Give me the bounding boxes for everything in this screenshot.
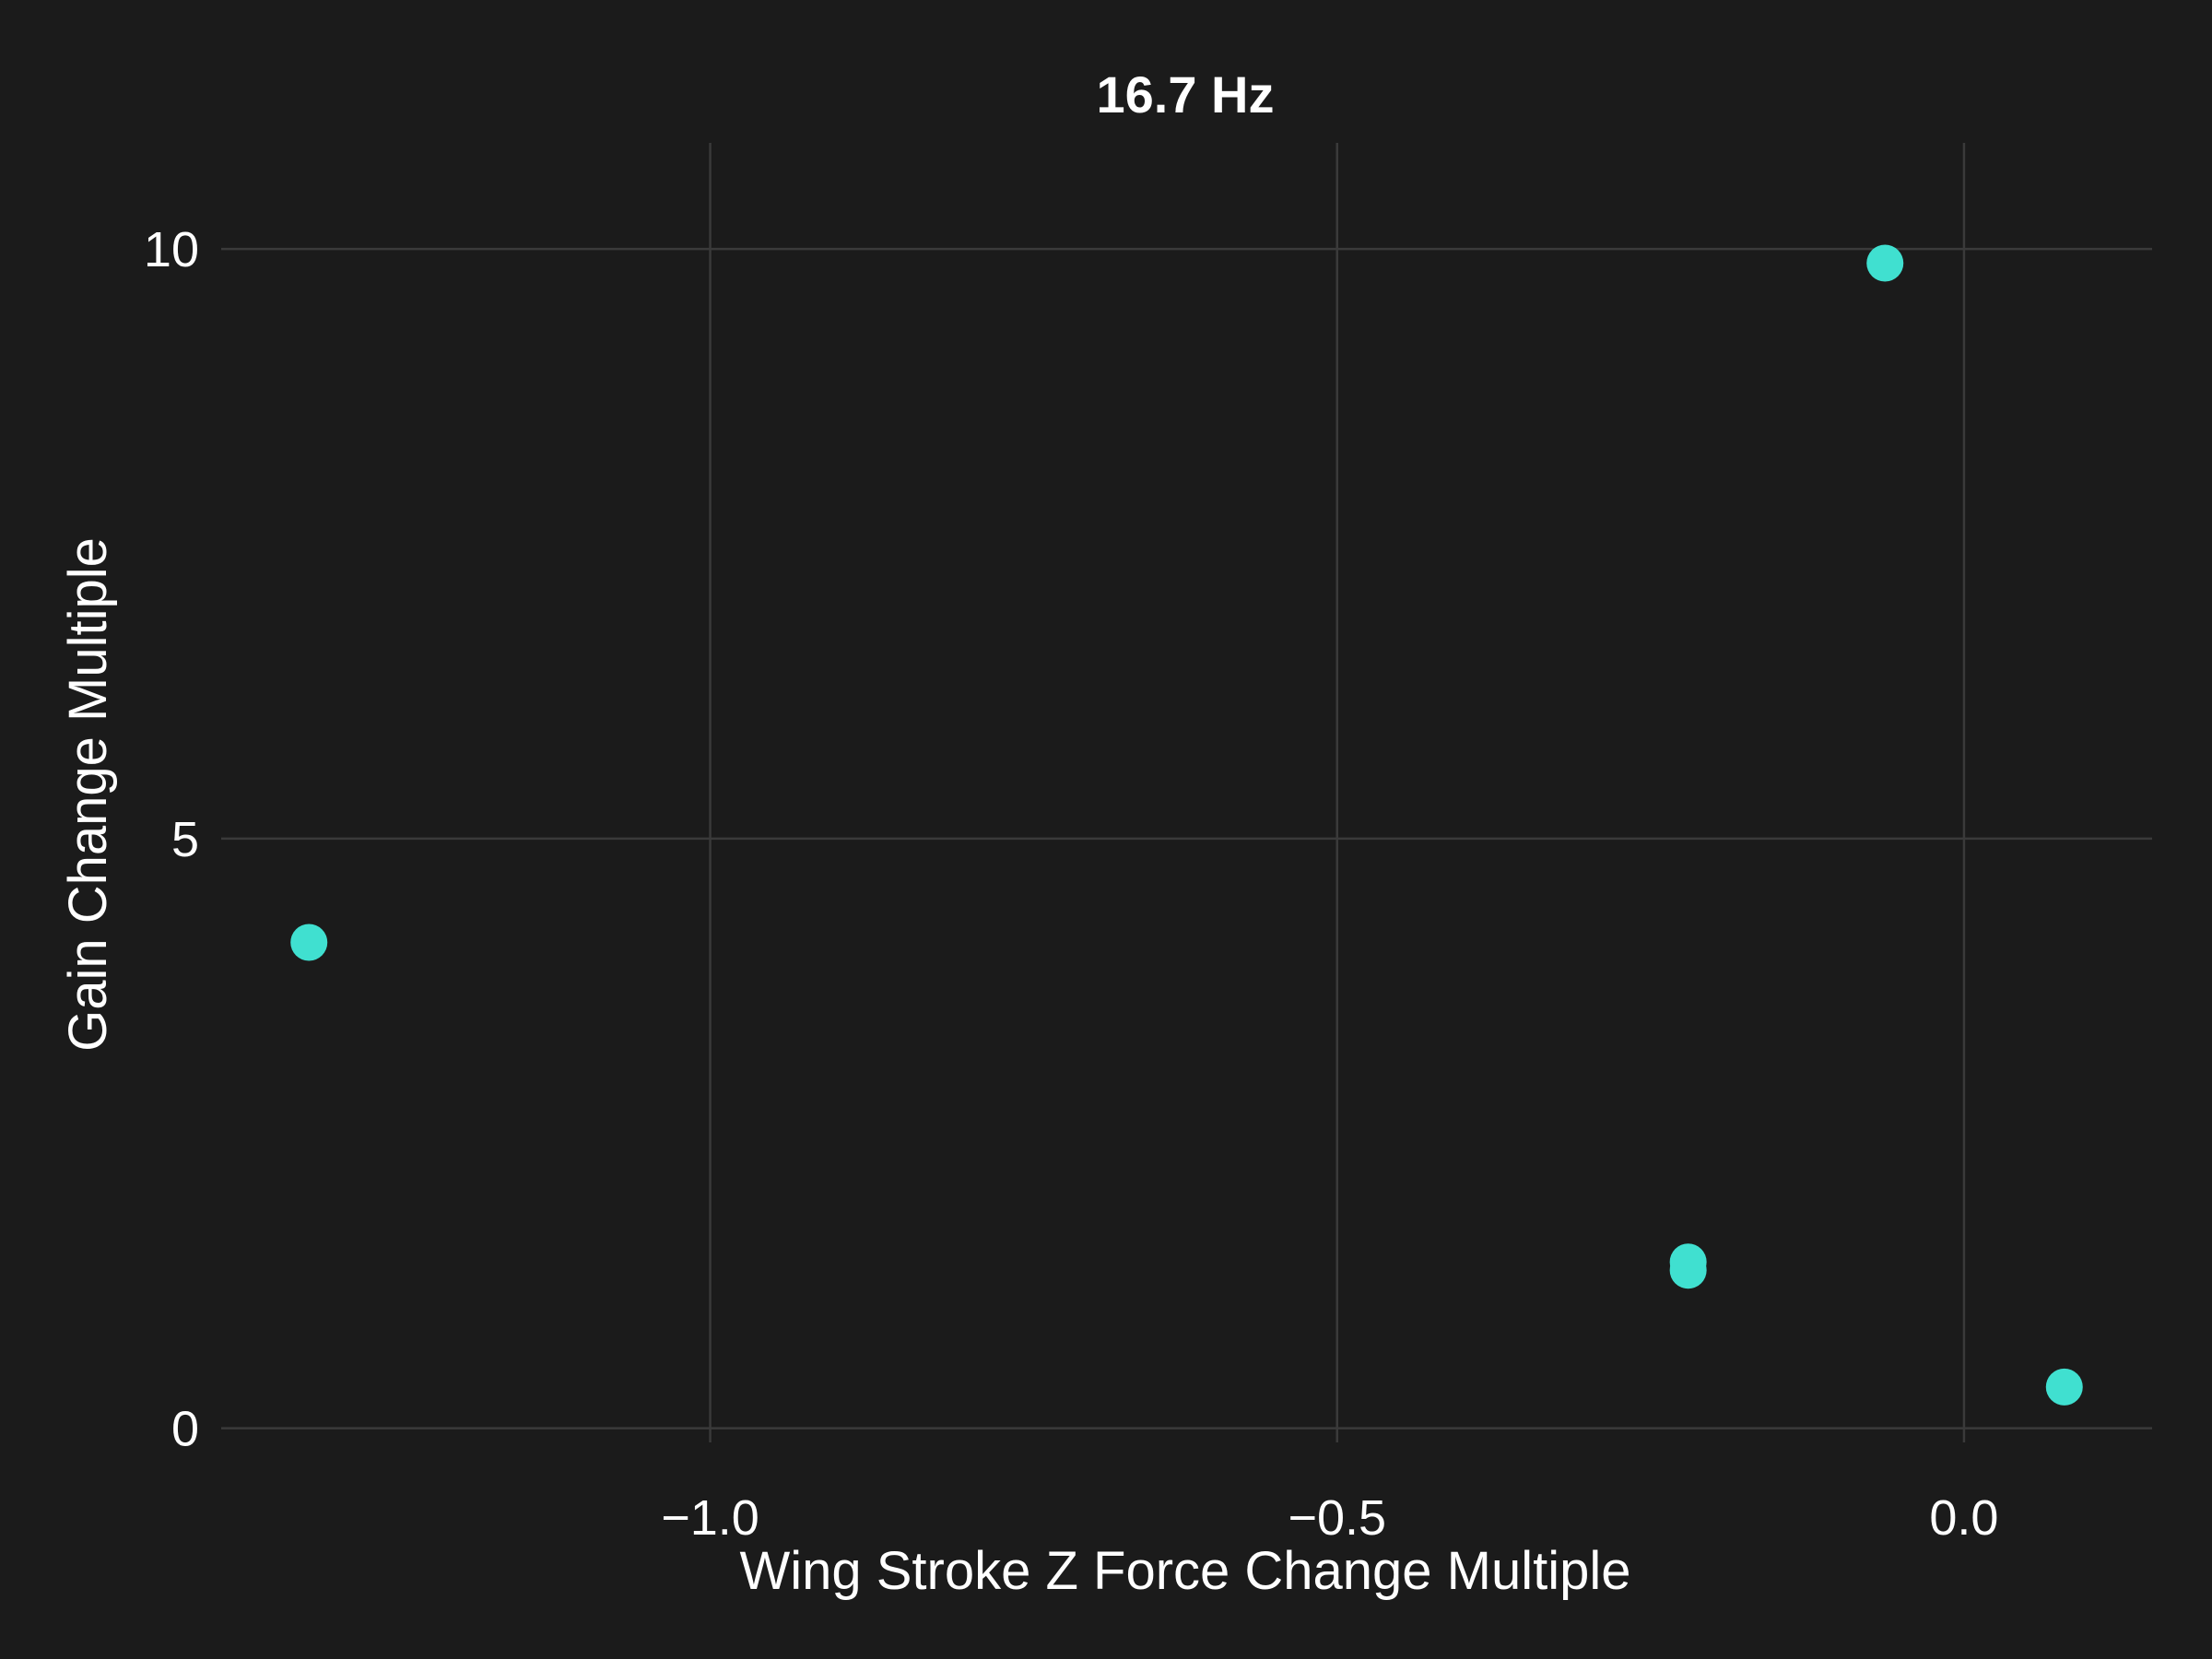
scatter-point [1866,244,1904,282]
data-points [290,244,2083,1406]
scatter-point [1669,1252,1707,1289]
x-tick-label: −0.5 [1288,1490,1386,1546]
scatter-point [290,924,328,961]
y-tick-label: 5 [171,812,199,867]
scatter-point [2045,1368,2083,1406]
x-tick-labels: −1.0 −0.5 0.0 [661,1490,1998,1546]
grid-lines [221,143,2152,1442]
y-axis-label: Gain Change Multiple [58,537,118,1052]
chart-title: 16.7 Hz [1097,65,1275,124]
x-tick-label: −1.0 [661,1490,759,1546]
y-tick-label: 10 [144,222,199,277]
x-tick-label: 0.0 [1929,1490,1998,1546]
y-tick-label: 0 [171,1402,199,1457]
y-tick-labels: 0 5 10 [144,222,199,1456]
x-axis-label: Wing Stroke Z Force Change Multiple [739,1541,1630,1601]
